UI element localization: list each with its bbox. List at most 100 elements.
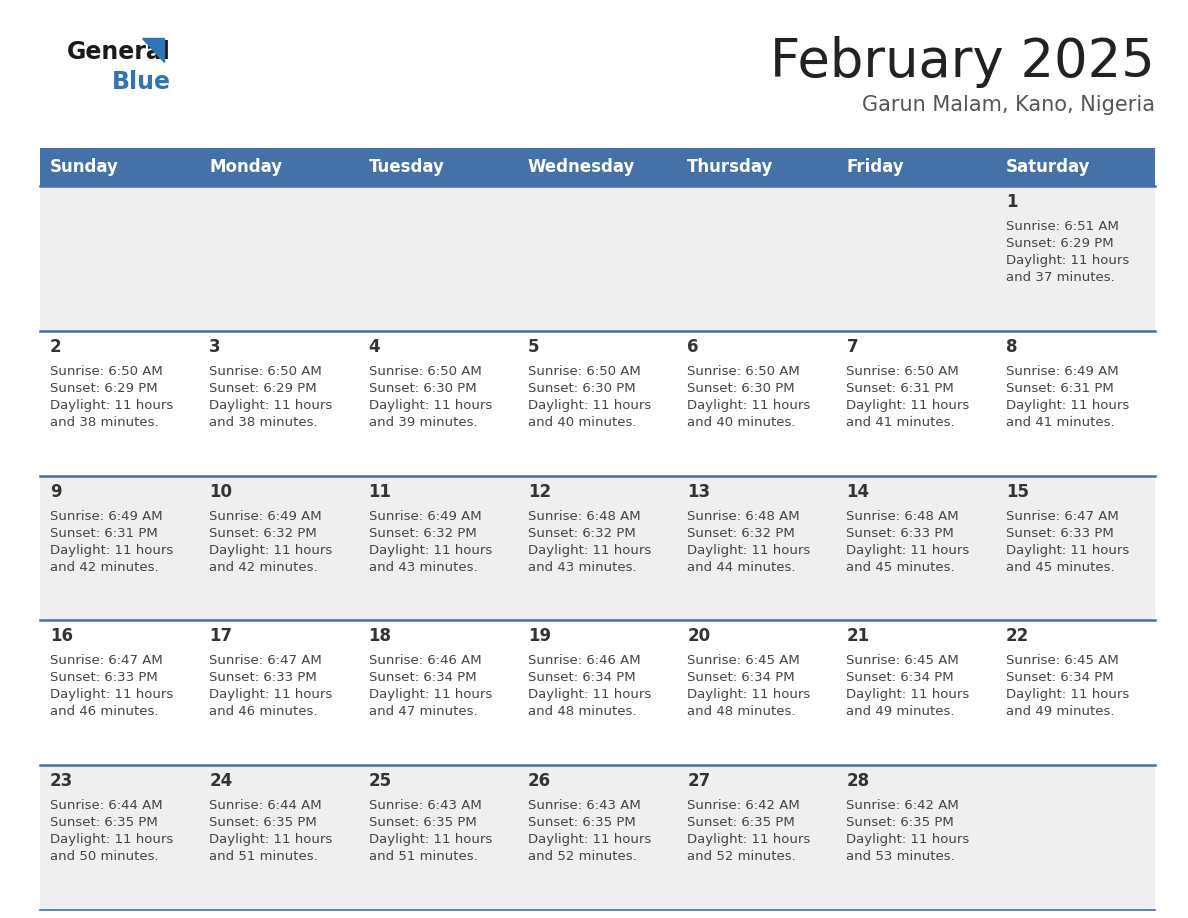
Bar [40,330,200,476]
Text: Daylight: 11 hours: Daylight: 11 hours [50,688,173,701]
Bar [40,148,200,186]
Bar [677,186,836,330]
Text: Sunrise: 6:43 AM: Sunrise: 6:43 AM [527,800,640,812]
Bar [996,766,1155,910]
Text: Sunset: 6:34 PM: Sunset: 6:34 PM [1006,671,1113,685]
Text: Daylight: 11 hours: Daylight: 11 hours [368,834,492,846]
Text: Sunset: 6:30 PM: Sunset: 6:30 PM [527,382,636,395]
Text: Sunrise: 6:47 AM: Sunrise: 6:47 AM [50,655,163,667]
Bar [200,621,359,766]
Text: 28: 28 [846,772,870,790]
Text: Friday: Friday [846,158,904,176]
Text: 4: 4 [368,338,380,356]
Text: Sunrise: 6:47 AM: Sunrise: 6:47 AM [209,655,322,667]
Text: 18: 18 [368,627,392,645]
Bar [996,621,1155,766]
Text: Wednesday: Wednesday [527,158,636,176]
Bar [200,766,359,910]
Text: 17: 17 [209,627,233,645]
Text: Daylight: 11 hours: Daylight: 11 hours [368,688,492,701]
Text: and 42 minutes.: and 42 minutes. [209,561,318,574]
Text: and 41 minutes.: and 41 minutes. [1006,416,1114,429]
Polygon shape [143,38,164,62]
Text: Tuesday: Tuesday [368,158,444,176]
Text: 8: 8 [1006,338,1017,356]
Text: 13: 13 [687,483,710,500]
Bar [836,330,996,476]
Text: Daylight: 11 hours: Daylight: 11 hours [368,398,492,412]
Text: Thursday: Thursday [687,158,773,176]
Text: and 51 minutes.: and 51 minutes. [368,850,478,863]
Text: 27: 27 [687,772,710,790]
Text: Sunrise: 6:50 AM: Sunrise: 6:50 AM [209,364,322,378]
Text: and 37 minutes.: and 37 minutes. [1006,271,1114,284]
Bar [40,476,200,621]
Text: Sunrise: 6:46 AM: Sunrise: 6:46 AM [368,655,481,667]
Text: Sunrise: 6:50 AM: Sunrise: 6:50 AM [527,364,640,378]
Text: Daylight: 11 hours: Daylight: 11 hours [1006,254,1129,267]
Bar [518,330,677,476]
Text: Daylight: 11 hours: Daylight: 11 hours [687,398,810,412]
Text: 22: 22 [1006,627,1029,645]
Bar [40,621,200,766]
Text: Sunrise: 6:49 AM: Sunrise: 6:49 AM [1006,364,1118,378]
Text: and 43 minutes.: and 43 minutes. [527,561,637,574]
Text: Sunset: 6:30 PM: Sunset: 6:30 PM [687,382,795,395]
Text: 5: 5 [527,338,539,356]
Text: Sunrise: 6:49 AM: Sunrise: 6:49 AM [209,509,322,522]
Text: Sunrise: 6:47 AM: Sunrise: 6:47 AM [1006,509,1118,522]
Text: Sunrise: 6:43 AM: Sunrise: 6:43 AM [368,800,481,812]
Text: 12: 12 [527,483,551,500]
Bar [200,148,359,186]
Text: 10: 10 [209,483,233,500]
Text: Daylight: 11 hours: Daylight: 11 hours [846,688,969,701]
Text: 24: 24 [209,772,233,790]
Text: Sunset: 6:31 PM: Sunset: 6:31 PM [50,527,158,540]
Bar [200,476,359,621]
Text: Sunrise: 6:45 AM: Sunrise: 6:45 AM [846,655,959,667]
Text: Daylight: 11 hours: Daylight: 11 hours [209,688,333,701]
Text: and 38 minutes.: and 38 minutes. [50,416,159,429]
Text: Sunrise: 6:44 AM: Sunrise: 6:44 AM [50,800,163,812]
Bar [996,330,1155,476]
Text: 25: 25 [368,772,392,790]
Text: Sunrise: 6:48 AM: Sunrise: 6:48 AM [527,509,640,522]
Text: 7: 7 [846,338,858,356]
Text: and 52 minutes.: and 52 minutes. [527,850,637,863]
Text: Sunset: 6:33 PM: Sunset: 6:33 PM [50,671,158,685]
Text: February 2025: February 2025 [770,36,1155,88]
Text: 20: 20 [687,627,710,645]
Text: Sunset: 6:30 PM: Sunset: 6:30 PM [368,382,476,395]
Bar [518,186,677,330]
Text: Sunset: 6:33 PM: Sunset: 6:33 PM [209,671,317,685]
Text: and 44 minutes.: and 44 minutes. [687,561,796,574]
Text: Daylight: 11 hours: Daylight: 11 hours [1006,543,1129,556]
Text: and 43 minutes.: and 43 minutes. [368,561,478,574]
Bar [677,476,836,621]
Text: Garun Malam, Kano, Nigeria: Garun Malam, Kano, Nigeria [862,95,1155,115]
Text: Daylight: 11 hours: Daylight: 11 hours [368,543,492,556]
Bar [200,186,359,330]
Text: Sunset: 6:35 PM: Sunset: 6:35 PM [368,816,476,829]
Text: and 46 minutes.: and 46 minutes. [209,705,317,719]
Text: Sunset: 6:29 PM: Sunset: 6:29 PM [209,382,317,395]
Text: and 52 minutes.: and 52 minutes. [687,850,796,863]
Bar [836,186,996,330]
Text: Sunset: 6:32 PM: Sunset: 6:32 PM [368,527,476,540]
Text: Sunset: 6:32 PM: Sunset: 6:32 PM [527,527,636,540]
Bar [996,476,1155,621]
Bar [518,148,677,186]
Text: Sunset: 6:34 PM: Sunset: 6:34 PM [687,671,795,685]
Text: and 42 minutes.: and 42 minutes. [50,561,159,574]
Text: 19: 19 [527,627,551,645]
Text: Daylight: 11 hours: Daylight: 11 hours [527,688,651,701]
Text: Blue: Blue [112,70,171,94]
Text: Sunset: 6:35 PM: Sunset: 6:35 PM [846,816,954,829]
Bar [518,621,677,766]
Text: Sunset: 6:35 PM: Sunset: 6:35 PM [687,816,795,829]
Text: 2: 2 [50,338,62,356]
Text: 11: 11 [368,483,392,500]
Bar [359,186,518,330]
Text: 15: 15 [1006,483,1029,500]
Text: Daylight: 11 hours: Daylight: 11 hours [209,398,333,412]
